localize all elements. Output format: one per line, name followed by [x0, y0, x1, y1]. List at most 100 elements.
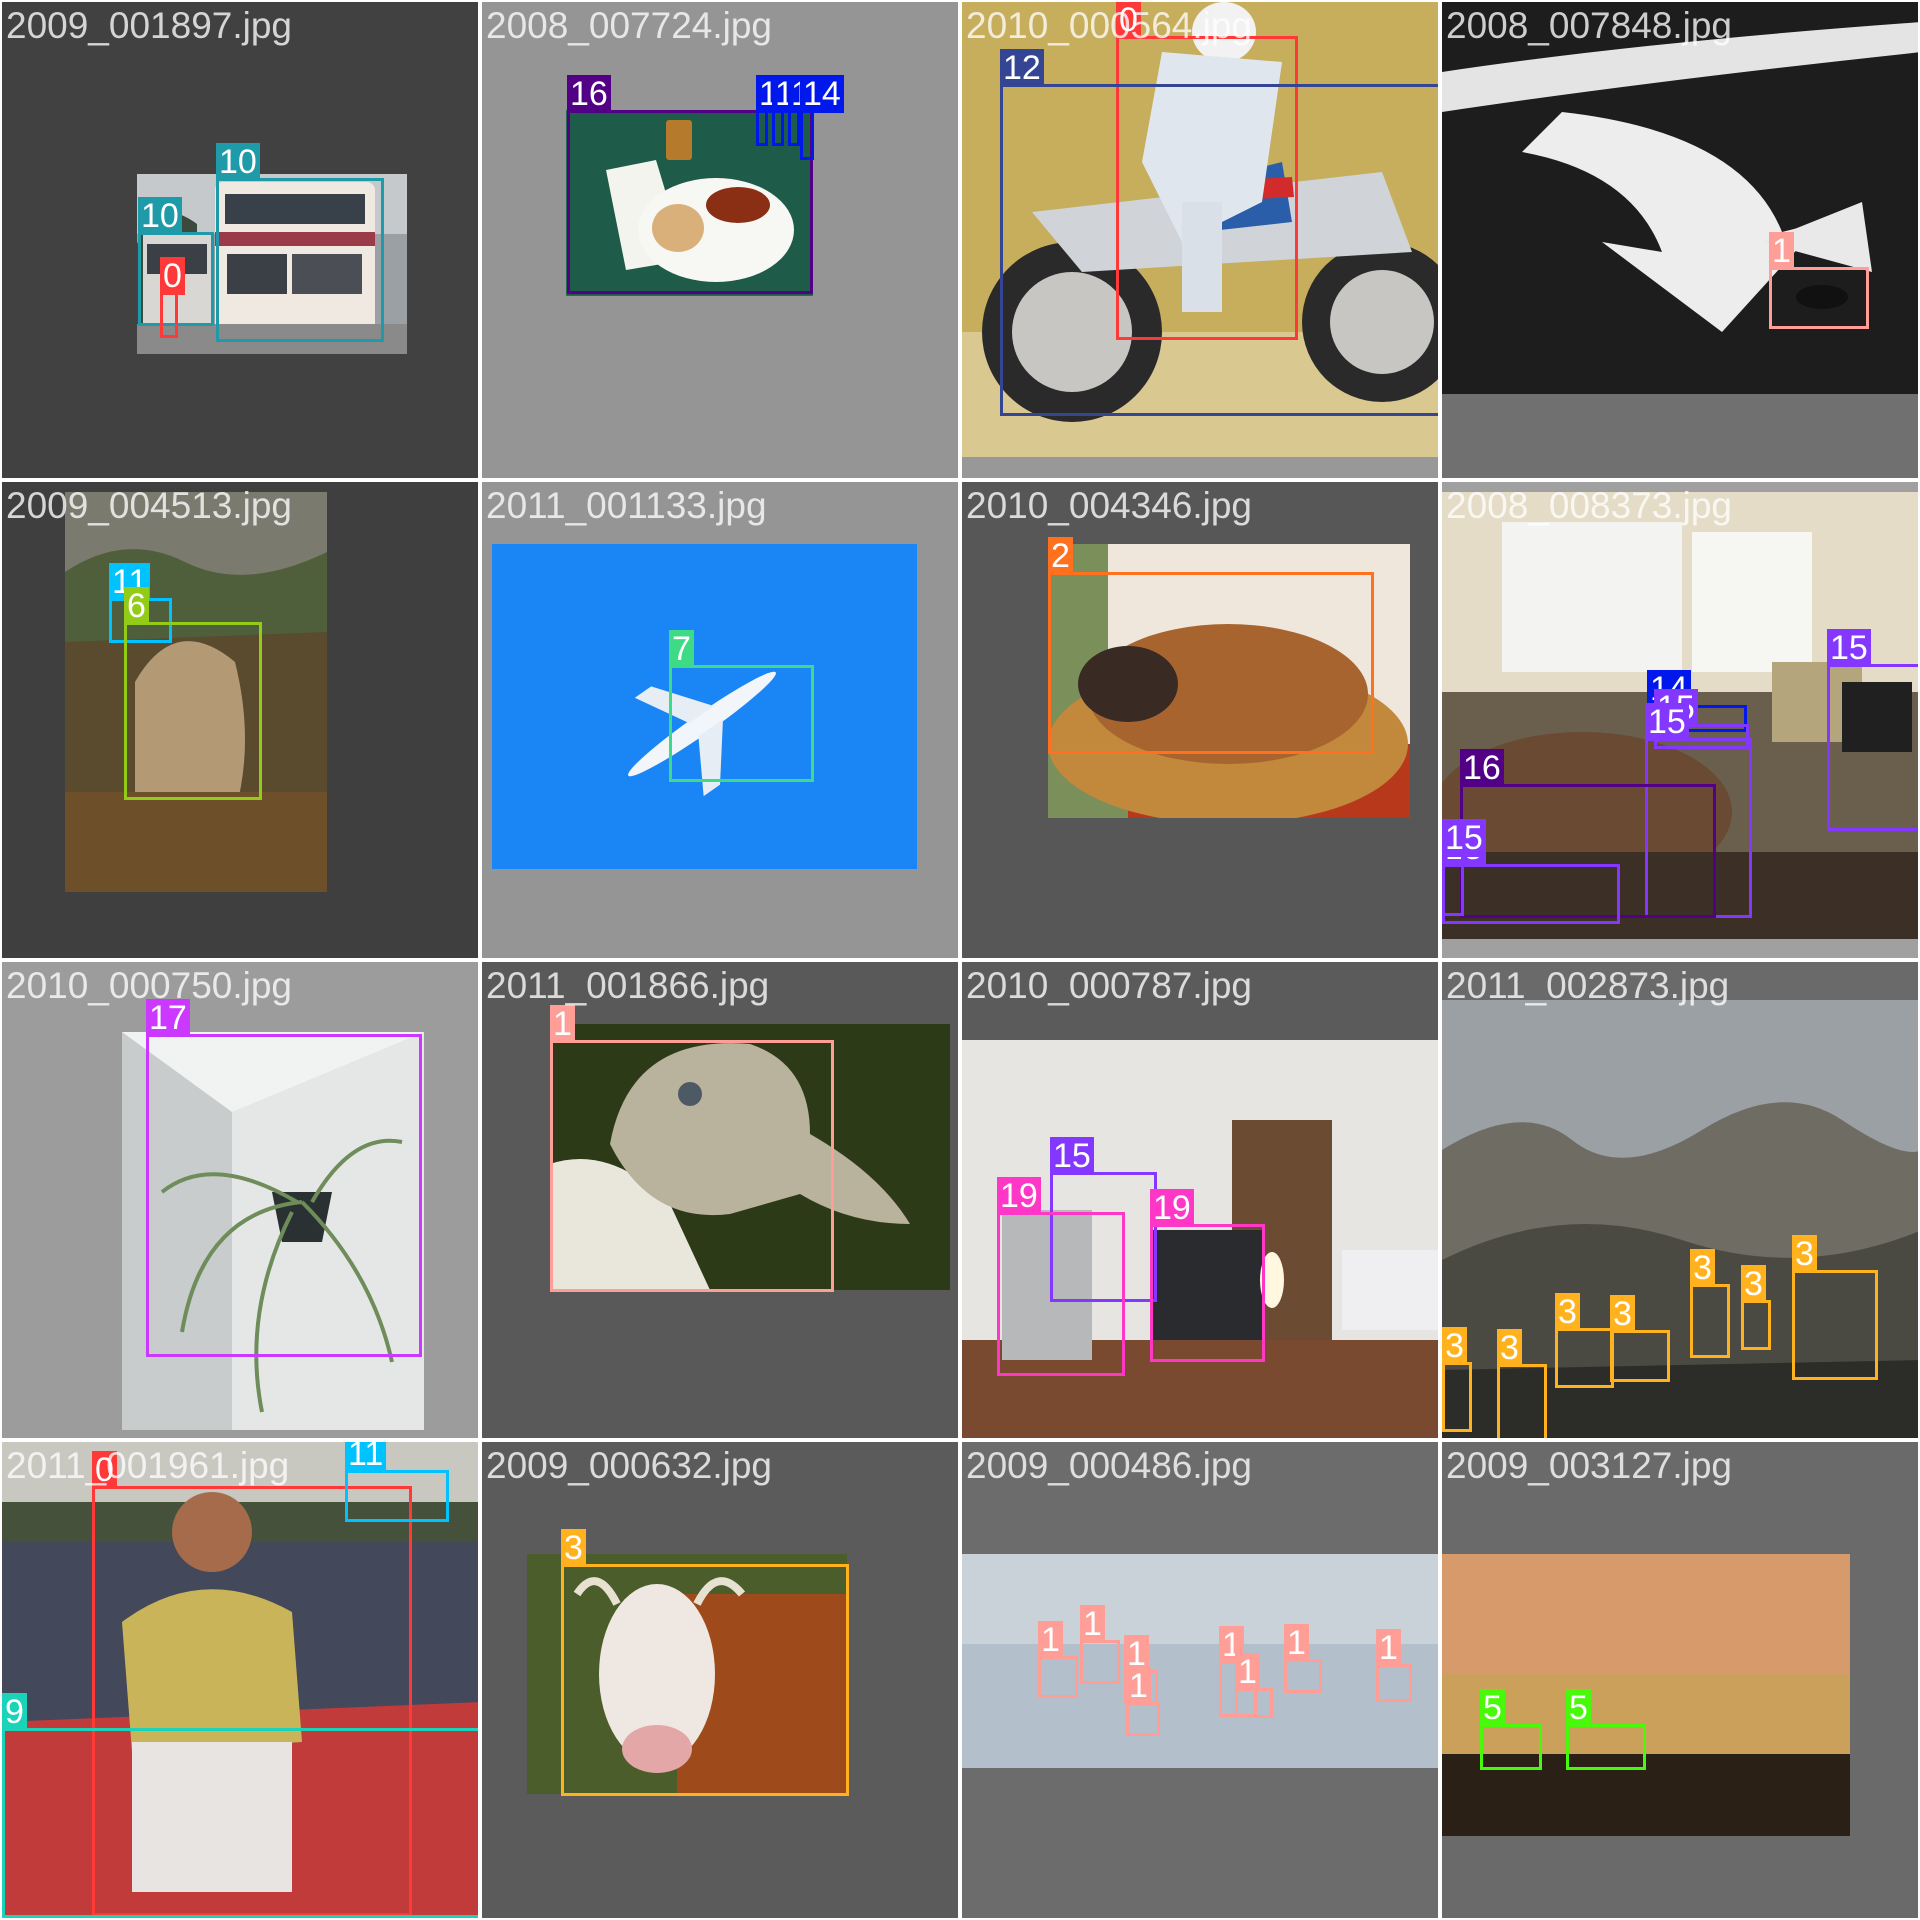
- class-label: 15: [1050, 1137, 1094, 1175]
- class-label: 0: [160, 257, 185, 295]
- class-label: 3: [1497, 1329, 1522, 1367]
- bounding-box: 14: [772, 75, 816, 146]
- class-label: 17: [146, 999, 190, 1037]
- mosaic-tile: 15 19 19 2010_000787.jpg: [960, 960, 1440, 1440]
- class-label: 0: [1116, 2, 1141, 39]
- image-filename: 2008_008373.jpg: [1446, 485, 1733, 526]
- mosaic-tile: 1 2011_001866.jpg: [480, 960, 960, 1440]
- class-label: 14: [800, 75, 844, 113]
- bounding-box: 15: [1645, 703, 1752, 918]
- image-filename: 2009_001897.jpg: [6, 5, 293, 46]
- image-filename: 2011_001133.jpg: [486, 485, 767, 526]
- class-label: 11: [345, 1442, 387, 1473]
- image-filename: 2010_000564.jpg: [966, 5, 1253, 46]
- bounding-box: 9: [2, 1693, 478, 1918]
- image-filename: 2010_000750.jpg: [6, 965, 293, 1006]
- class-label: 16: [1460, 749, 1504, 787]
- mosaic-tile: 1 2008_007848.jpg: [1440, 0, 1920, 480]
- bounding-box: 15: [1827, 629, 1918, 831]
- mosaic-tile: 2 2010_004346.jpg: [960, 480, 1440, 960]
- class-label: 3: [1741, 1265, 1766, 1303]
- mosaic-tile: 16 14141414 2008_007724.jpg: [480, 0, 960, 480]
- bounding-box: 12: [1000, 49, 1438, 416]
- training-image: [1442, 2, 1918, 394]
- class-label: 16: [567, 75, 611, 113]
- bounding-box: 0: [160, 257, 185, 338]
- bounding-box: 10: [138, 197, 214, 326]
- class-label: 1: [1284, 1624, 1309, 1662]
- mosaic-tile: 151415151615152008_008373.jpg: [1440, 480, 1920, 960]
- bounding-box: 3: [561, 1529, 849, 1796]
- image-filename: 2009_000486.jpg: [966, 1445, 1253, 1486]
- class-label: 3: [1442, 1327, 1467, 1365]
- class-label: 5: [1480, 1689, 1505, 1727]
- mosaic-tile: 11 6 2009_004513.jpg: [0, 480, 480, 960]
- image-filename: 2010_004346.jpg: [966, 485, 1253, 526]
- training-image: [492, 544, 917, 869]
- class-label: 1: [1126, 1667, 1151, 1705]
- class-label: 15: [1442, 819, 1486, 857]
- bounding-box: 3: [1792, 1235, 1878, 1380]
- class-label: 3: [1690, 1249, 1715, 1287]
- bounding-box: 19: [1150, 1189, 1265, 1362]
- mosaic-tile: 1 1 1 1 1 1 1 1 2009_000486.jpg: [960, 1440, 1440, 1920]
- image-filename: 2009_004513.jpg: [6, 485, 293, 526]
- bounding-box: 1: [1080, 1605, 1120, 1684]
- class-label: 2: [1048, 537, 1073, 575]
- bounding-box: 1: [1376, 1629, 1412, 1702]
- class-label: 1: [1235, 1653, 1260, 1691]
- class-label: 1: [1038, 1621, 1063, 1659]
- bounding-box: 14: [800, 75, 844, 160]
- bounding-box: 3: [1610, 1295, 1670, 1382]
- bounding-box: 1: [1284, 1624, 1322, 1693]
- bounding-box: 3: [1741, 1265, 1771, 1350]
- bounding-box: 15: [1050, 1137, 1157, 1302]
- bounding-box: 17: [146, 999, 422, 1357]
- bounding-box: 5: [1480, 1689, 1542, 1770]
- class-label: 1: [1124, 1635, 1149, 1673]
- class-label: 6: [124, 587, 149, 625]
- bounding-box: 7: [669, 630, 814, 782]
- training-image: [527, 1554, 847, 1794]
- bounding-box: 16: [567, 75, 813, 294]
- bounding-box: 19: [997, 1177, 1125, 1376]
- class-label: 0: [92, 1451, 117, 1489]
- class-label: 19: [1150, 1189, 1194, 1227]
- class-label: 19: [997, 1177, 1041, 1215]
- bounding-box: 1: [1235, 1653, 1273, 1718]
- bounding-box: 3: [1497, 1329, 1547, 1438]
- class-label: 5: [1566, 1689, 1591, 1727]
- bounding-box: 15: [1442, 829, 1620, 924]
- training-image: [566, 110, 813, 296]
- image-filename: 2008_007848.jpg: [1446, 5, 1733, 46]
- bounding-box: 1: [1124, 1635, 1158, 1704]
- class-label: 3: [1555, 1293, 1580, 1331]
- mosaic-tile: 3 3 3 3 3 3 3 2011_002873.jpg: [1440, 960, 1920, 1440]
- image-filename: 2009_003127.jpg: [1446, 1445, 1733, 1486]
- bounding-box: 1: [1769, 232, 1869, 329]
- mosaic-tile: 3 2009_000632.jpg: [480, 1440, 960, 1920]
- mosaic-tile: 5 5 2009_003127.jpg: [1440, 1440, 1920, 1920]
- mosaic-tile: 7 2011_001133.jpg: [480, 480, 960, 960]
- bounding-box: 14: [788, 75, 832, 146]
- bounding-box: 0: [1116, 2, 1298, 340]
- mosaic-tile: 17 2010_000750.jpg: [0, 960, 480, 1440]
- training-image: [122, 1032, 424, 1430]
- image-filename: 2009_000632.jpg: [486, 1445, 773, 1486]
- image-filename: 2008_007724.jpg: [486, 5, 773, 46]
- training-image: [1442, 1554, 1850, 1836]
- class-label: 10: [138, 197, 182, 235]
- class-label: 1: [1219, 1626, 1244, 1664]
- bounding-box: 1: [1038, 1621, 1078, 1698]
- mosaic-tile: 0 12 2010_000564.jpg: [960, 0, 1440, 480]
- image-filename: 2010_000787.jpg: [966, 965, 1253, 1006]
- class-label: 12: [1000, 49, 1044, 87]
- bounding-box: 3: [1555, 1293, 1614, 1388]
- bounding-box: 15: [1442, 819, 1486, 916]
- bounding-box: 10: [216, 143, 384, 342]
- training-image: [962, 1040, 1438, 1438]
- image-filename: 2011_002873.jpg: [1446, 965, 1730, 1006]
- training-image: [1048, 544, 1410, 818]
- class-label: 1: [1769, 232, 1794, 270]
- class-label: 3: [561, 1529, 586, 1567]
